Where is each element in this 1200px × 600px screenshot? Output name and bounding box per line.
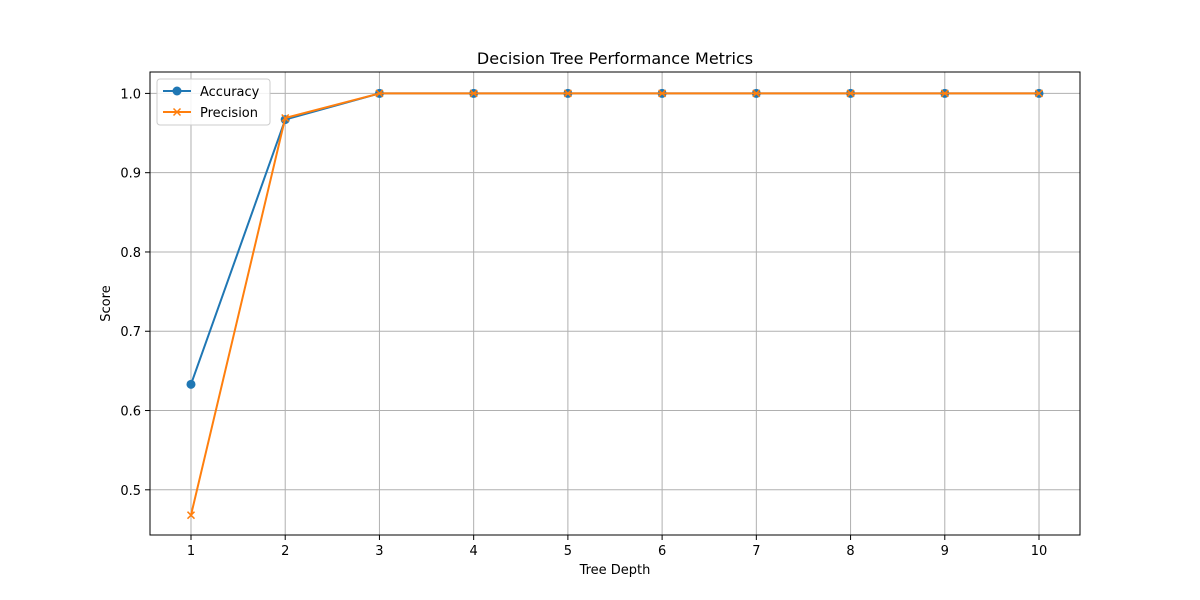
- data-point: [752, 89, 761, 98]
- x-tick-label: 1: [187, 544, 195, 559]
- series-line-precision: [190, 92, 1040, 516]
- plot-frame: [149, 71, 1081, 536]
- x-tick-label: 7: [752, 544, 760, 559]
- x-tick-label: 10: [1031, 544, 1048, 559]
- x-tick-label: 3: [375, 544, 383, 559]
- y-axis-label: Score: [99, 285, 114, 321]
- y-tick-label: 1.0: [120, 87, 141, 102]
- x-tick-label: 2: [281, 544, 289, 559]
- legend-item-accuracy: Accuracy: [163, 85, 260, 100]
- data-point: [1034, 89, 1044, 98]
- series: [186, 88, 1044, 520]
- data-point: [563, 89, 572, 98]
- data-point: [658, 89, 667, 98]
- data-point: [846, 89, 855, 98]
- x-axis-label: Tree Depth: [579, 563, 651, 578]
- data-point: [940, 89, 949, 98]
- y-tick-label: 0.9: [120, 167, 141, 182]
- grid: [150, 72, 1080, 535]
- y-tick-label: 0.5: [120, 484, 141, 499]
- legend: Accuracy Precision: [156, 78, 271, 126]
- data-point: [375, 89, 384, 98]
- x-tick-label: 6: [658, 544, 666, 559]
- x-tick-label: 8: [846, 544, 854, 559]
- x-tick-label: 4: [470, 544, 478, 559]
- y-tick-label: 0.6: [120, 405, 141, 420]
- legend-label: Accuracy: [200, 85, 260, 100]
- legend-label: Precision: [200, 106, 258, 121]
- y-tick-label: 0.7: [120, 325, 141, 340]
- series-precision: [186, 89, 1044, 520]
- legend-marker: [172, 86, 182, 96]
- y-tick-label: 0.8: [120, 246, 141, 261]
- x-tick-label: 5: [564, 544, 572, 559]
- data-point: [186, 379, 196, 389]
- legend-item-precision: Precision: [163, 106, 258, 121]
- data-point: [469, 89, 478, 98]
- axis-ticks: 1 2 3 4 5 6 7 8 9 10 0.5 0.6 0.7 0.8 0.9 1.0: [120, 87, 1047, 559]
- data-point: [281, 113, 290, 123]
- chart-title: Decision Tree Performance Metrics: [477, 49, 753, 68]
- data-point: [186, 511, 196, 520]
- x-tick-label: 9: [941, 544, 949, 559]
